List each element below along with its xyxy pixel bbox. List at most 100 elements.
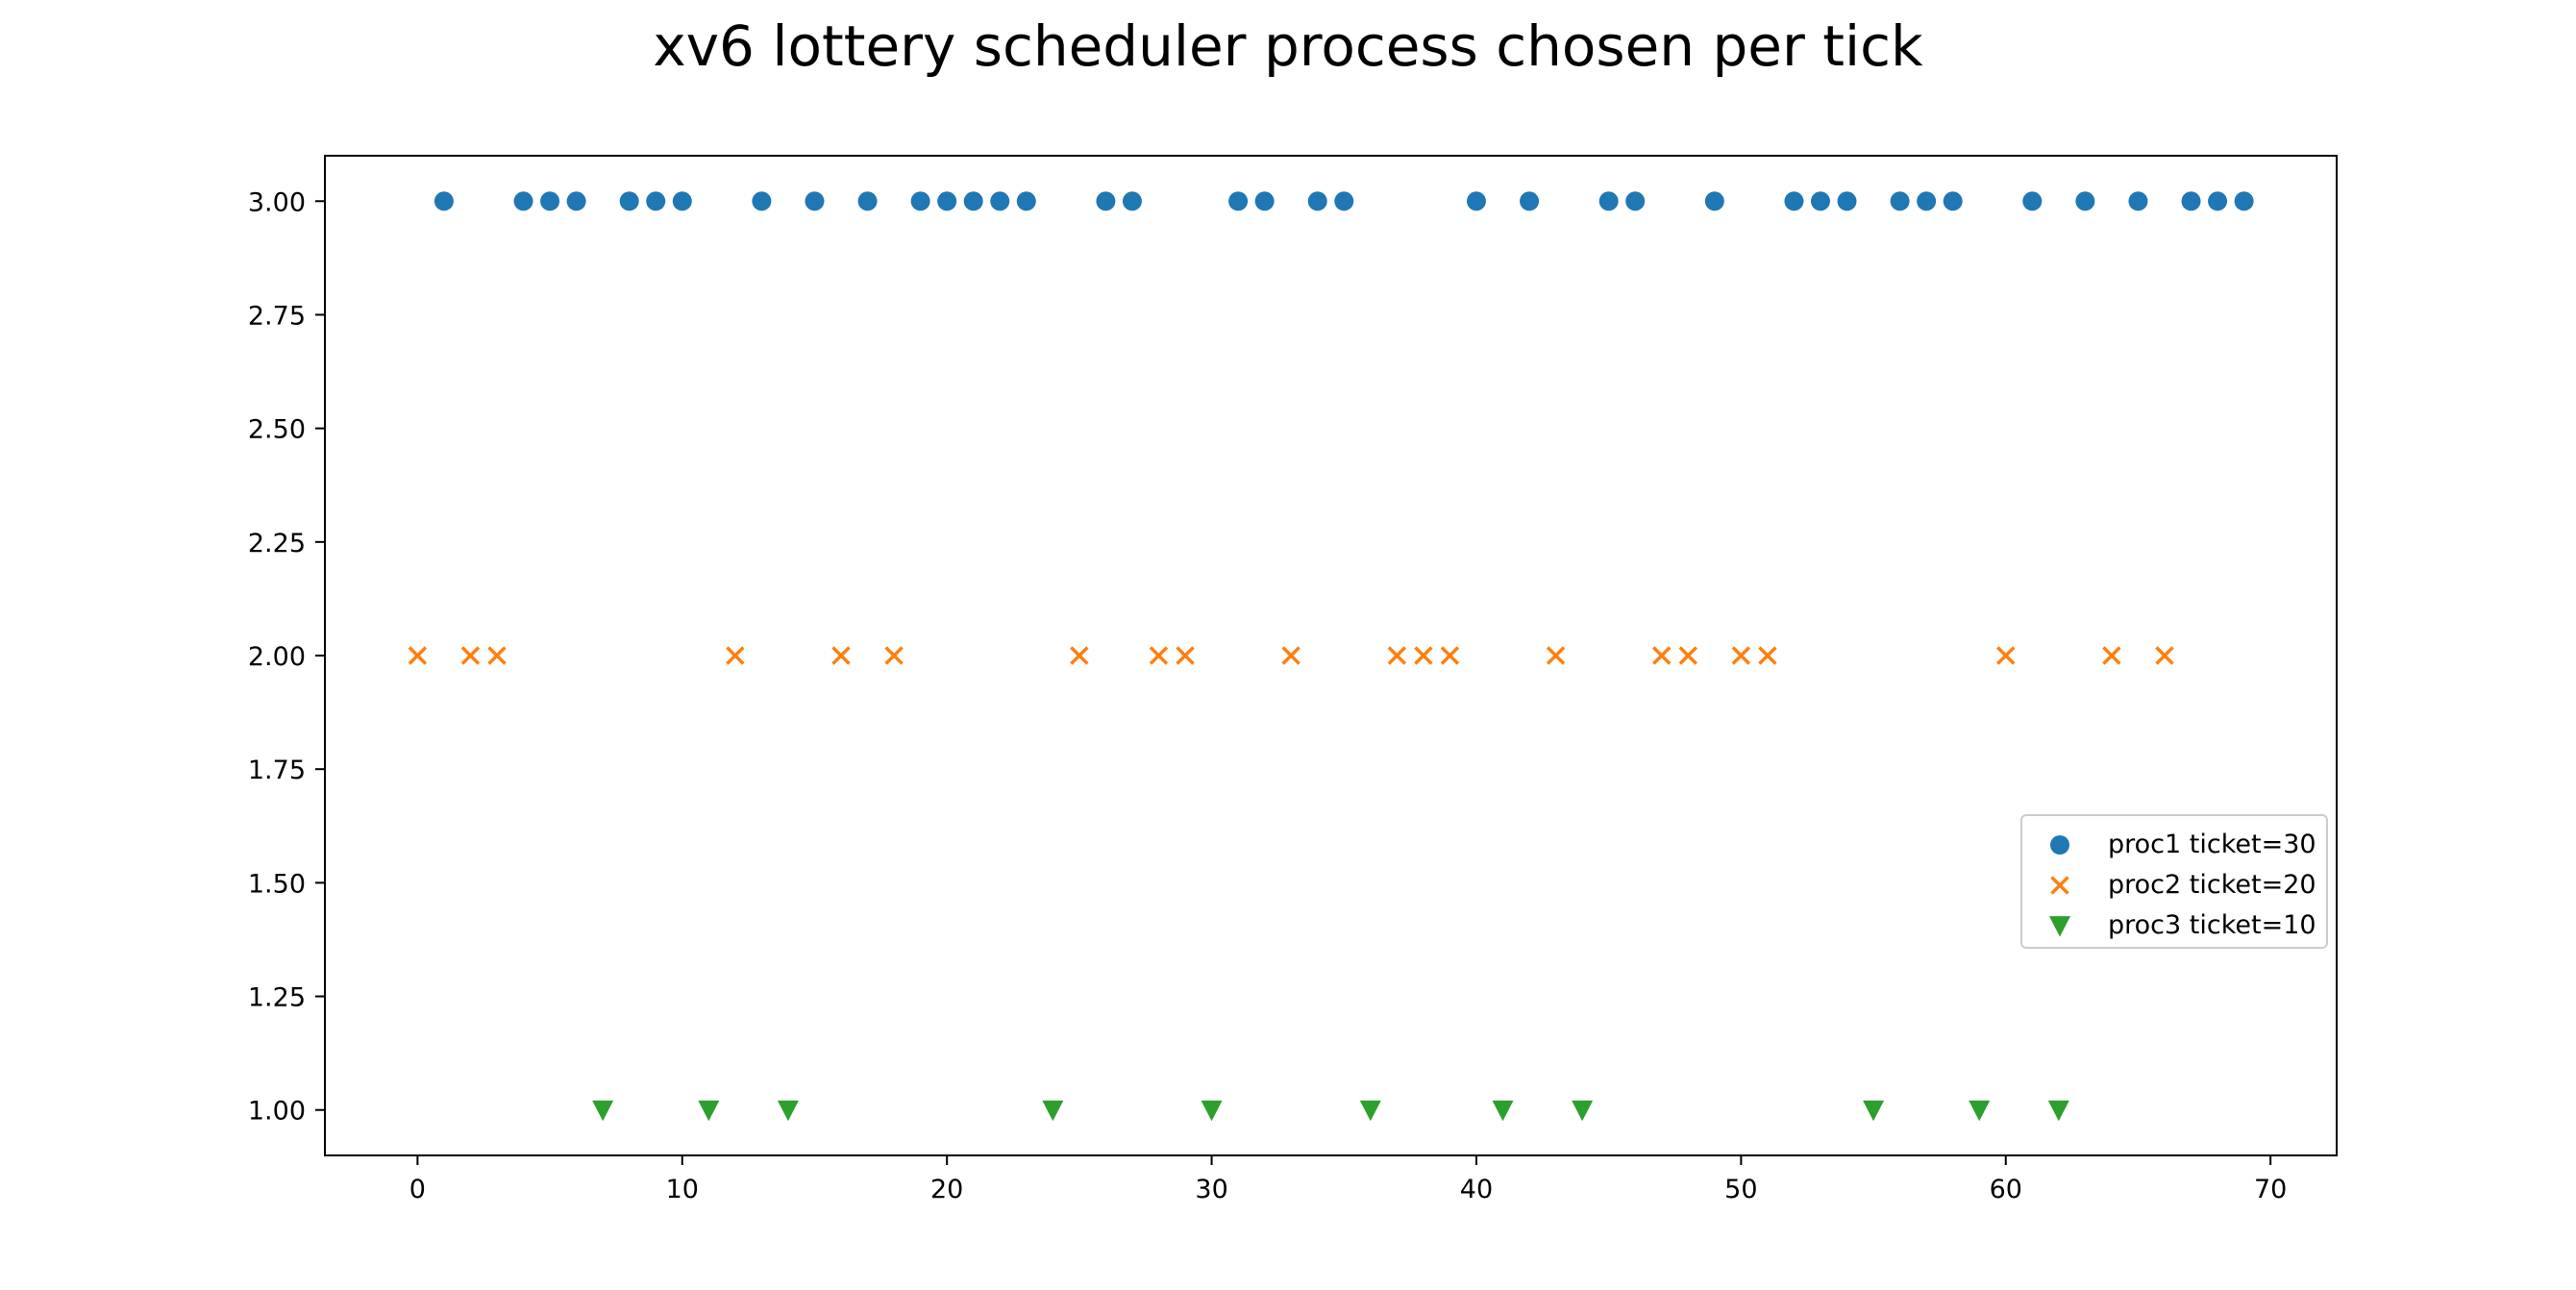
y-tick-label: 2.00 (248, 642, 306, 672)
data-point (1176, 646, 1195, 665)
data-point (1096, 191, 1116, 211)
data-point (1254, 191, 1275, 211)
data-point (1598, 191, 1619, 211)
data-point (619, 191, 639, 211)
data-point (1414, 646, 1433, 665)
data-point (1387, 646, 1407, 665)
data-point (2155, 646, 2174, 665)
x-tick-label: 40 (1460, 1175, 1493, 1204)
x-tick-label: 60 (1990, 1175, 2022, 1204)
data-point (1520, 191, 1540, 211)
legend: proc1 ticket=30 proc2 ticket=20 proc3 tick… (2020, 814, 2328, 949)
data-point (1492, 1100, 1514, 1122)
legend-entry-proc1-ticket-30: proc1 ticket=30 (2050, 830, 2316, 859)
data-point (1810, 191, 1830, 211)
data-point (1890, 191, 1910, 211)
plot-area-frame (324, 155, 2338, 1156)
y-tick-label: 1.25 (248, 983, 306, 1013)
legend-marker (2049, 916, 2070, 937)
data-point (2075, 191, 2095, 211)
data-point (1572, 1100, 1594, 1122)
data-point (2022, 191, 2043, 211)
data-point (1969, 1100, 1991, 1122)
legend-label: proc3 ticket=10 (2108, 910, 2316, 940)
data-point (1758, 646, 1777, 665)
legend-entry-proc3-ticket-10: proc3 ticket=10 (2049, 910, 2316, 940)
data-point (1440, 646, 1460, 665)
data-point (1359, 1100, 1381, 1122)
data-point (1996, 646, 2016, 665)
data-point (1652, 646, 1672, 665)
y-tick-label: 1.00 (248, 1097, 306, 1127)
legend-marker (2050, 835, 2069, 855)
data-point (831, 646, 851, 665)
data-point (1704, 191, 1724, 211)
data-point (857, 191, 878, 211)
y-tick-label: 1.75 (248, 756, 306, 785)
x-tick-label: 30 (1195, 1175, 1227, 1204)
data-point (592, 1100, 614, 1122)
data-point (1201, 1100, 1223, 1122)
legend-label: proc2 ticket=20 (2108, 870, 2316, 900)
data-point (1546, 646, 1566, 665)
data-point (2102, 646, 2121, 665)
plot-marks (408, 191, 2254, 1122)
data-point (884, 646, 904, 665)
data-point (460, 646, 481, 665)
y-tick-label: 2.25 (248, 529, 306, 558)
y-tick-label: 2.75 (248, 301, 306, 331)
data-point (1307, 191, 1327, 211)
data-point (1917, 191, 1937, 211)
y-tick-label: 2.50 (248, 415, 306, 445)
data-point (1070, 646, 1089, 665)
data-point (2128, 191, 2148, 211)
data-point (2181, 191, 2201, 211)
data-point (1016, 191, 1036, 211)
x-tick-label: 20 (930, 1175, 963, 1204)
data-point (672, 191, 692, 211)
data-point (1122, 191, 1142, 211)
data-point (540, 191, 560, 211)
data-point (2047, 1100, 2069, 1122)
data-point (726, 646, 745, 665)
data-point (963, 191, 983, 211)
data-point (1042, 1100, 1064, 1122)
data-point (1466, 191, 1486, 211)
legend-box (2020, 814, 2328, 949)
x-tick-label: 0 (409, 1175, 426, 1204)
x-axis: 0 10 20 30 40 50 60 70 (409, 1155, 2287, 1204)
data-point (1863, 1100, 1885, 1122)
data-point (698, 1100, 720, 1122)
legend-entry-proc2-ticket-20: proc2 ticket=20 (2050, 870, 2316, 900)
data-point (1678, 646, 1697, 665)
data-point (805, 191, 825, 211)
data-point (487, 646, 507, 665)
y-axis: 1.00 1.25 1.50 1.75 2.00 2.25 2.50 2.75 3.00 (248, 187, 325, 1127)
y-tick-label: 1.50 (248, 869, 306, 899)
data-point (1837, 191, 1857, 211)
data-point (1784, 191, 1804, 211)
data-point (2208, 191, 2228, 211)
data-point (990, 191, 1010, 211)
series-proc3-ticket-10 (592, 1100, 2069, 1122)
series-proc1-ticket-30 (433, 191, 2254, 211)
chart-title: xv6 lottery scheduler process chosen per… (653, 13, 1923, 79)
x-tick-label: 10 (666, 1175, 699, 1204)
data-point (433, 191, 454, 211)
data-point (646, 191, 666, 211)
data-point (777, 1100, 799, 1122)
data-point (910, 191, 930, 211)
x-tick-label: 50 (1724, 1175, 1757, 1204)
data-point (937, 191, 957, 211)
data-point (513, 191, 533, 211)
data-point (752, 191, 772, 211)
y-tick-label: 3.00 (248, 187, 306, 217)
legend-marker (2050, 876, 2069, 895)
data-point (1228, 191, 1249, 211)
data-point (1943, 191, 1963, 211)
data-point (1281, 646, 1300, 665)
data-point (2234, 191, 2254, 211)
data-point (1731, 646, 1751, 665)
x-tick-label: 70 (2254, 1175, 2287, 1204)
